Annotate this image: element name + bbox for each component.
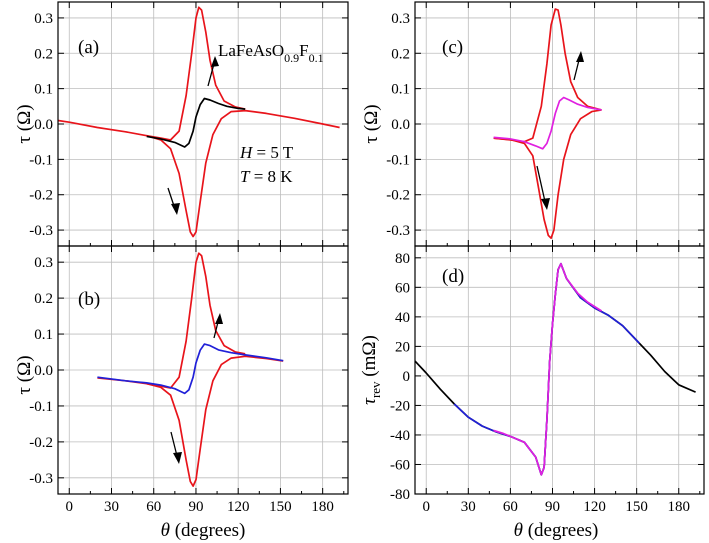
x-tick-label: 60 [503, 499, 518, 515]
series-line-magenta-2 [493, 262, 603, 476]
y-tick-label: 0.0 [391, 117, 410, 133]
y-tick-label: -40 [390, 428, 410, 444]
arrow-up-a [207, 56, 219, 87]
series-line-red-0 [493, 109, 602, 240]
x-tick-label: 180 [667, 499, 690, 515]
y-tick-label: -0.2 [386, 188, 410, 204]
y-tick-label: 60 [395, 280, 410, 296]
panel-label-d: (d) [442, 266, 464, 287]
arrow-up-c [573, 51, 584, 81]
x-axis-label-b: θ (degrees) [161, 520, 246, 541]
y-tick-label: 0.0 [34, 117, 53, 133]
arrow-down-b [170, 431, 182, 464]
x-tick-label: 180 [311, 499, 334, 515]
y-tick-label: 0.2 [34, 291, 53, 307]
panel-d-frame [414, 245, 705, 495]
y-tick-label: -0.3 [29, 223, 53, 239]
y-tick-label: 0.1 [34, 327, 53, 343]
x-tick-label: 90 [188, 499, 203, 515]
y-tick-label: -20 [390, 398, 410, 414]
y-tick-label: 0.1 [391, 82, 410, 98]
x-tick-label: 120 [583, 499, 606, 515]
arrow-down-c [536, 165, 550, 210]
x-tick-label: 150 [625, 499, 648, 515]
y-tick-label: 0 [403, 369, 411, 385]
panel-b: 0 30 60 90 120 150 180 0.3 0.2 0.1 0.0 -0.1 -0.2 -0.3… [14, 245, 349, 541]
y-tick-label: 0.3 [391, 11, 410, 27]
series-line-red-1 [493, 8, 602, 143]
series-line-red-1 [146, 6, 246, 141]
series-line-red-1 [146, 252, 246, 389]
y-tick-label: 0.3 [34, 11, 53, 27]
y-tick-label: 0.2 [34, 46, 53, 62]
y-axis-label-c: τ (Ω) [361, 104, 382, 143]
series-line-red-0 [57, 109, 340, 238]
x-tick-label: 0 [66, 499, 74, 515]
panel-label-c: (c) [442, 37, 463, 58]
y-axis-label-b: τ (Ω) [14, 355, 35, 394]
panel-a: 0.3 0.2 0.1 0.0 -0.1 -0.2 -0.3 (a) τ (Ω) LaFeA… [14, 1, 349, 247]
y-tick-label: -0.1 [29, 399, 53, 415]
series-line-black-2 [146, 97, 246, 148]
x-tick-label: 0 [422, 499, 430, 515]
y-axis-label-a: τ (Ω) [14, 104, 35, 143]
y-tick-label: -0.1 [29, 152, 53, 168]
series-line-magenta-2 [493, 96, 602, 150]
x-tick-label: 150 [269, 499, 292, 515]
series-line-blue-2 [97, 343, 284, 395]
y-tick-label: -0.2 [29, 435, 53, 451]
y-tick-label: 0.1 [34, 82, 53, 98]
series-line-red-0 [97, 355, 284, 487]
panel-label-a: (a) [78, 37, 99, 58]
y-tick-label: -60 [390, 457, 410, 473]
y-tick-label: 20 [395, 339, 410, 355]
panel-c: 0.3 0.2 0.1 0.0 -0.1 -0.2 -0.3 (c) τ (Ω) [361, 1, 705, 247]
y-tick-label: 80 [395, 251, 410, 267]
y-tick-label: 0.3 [34, 255, 53, 271]
x-tick-label: 90 [545, 499, 560, 515]
y-tick-label: -0.2 [29, 188, 53, 204]
arrow-up-b [213, 313, 223, 339]
field-annotation: H = 5 T [239, 143, 294, 162]
x-axis-label-d: θ (degrees) [514, 520, 599, 541]
x-tick-label: 120 [227, 499, 250, 515]
series-line-blue-1 [453, 262, 641, 476]
x-tick-label: 30 [461, 499, 476, 515]
y-tick-label: -0.1 [386, 152, 410, 168]
y-tick-label: 40 [395, 310, 410, 326]
y-tick-label: -80 [390, 487, 410, 503]
y-tick-label: 0.2 [391, 46, 410, 62]
temperature-annotation: T = 8 K [240, 167, 293, 186]
x-tick-label: 30 [104, 499, 119, 515]
y-tick-label: -0.3 [386, 223, 410, 239]
y-tick-label: 0.0 [34, 363, 53, 379]
x-tick-label: 60 [146, 499, 161, 515]
panel-d: 0 30 60 90 120 150 180 80 60 40 20 0 -20 -40 -60 -80 (d… [359, 245, 705, 541]
y-axis-label-d: τrev (mΩ) [359, 335, 383, 405]
arrow-down-a [167, 187, 180, 215]
sample-annotation: LaFeAsO0.9F0.1 [218, 41, 324, 65]
y-tick-label: -0.3 [29, 471, 53, 487]
panel-label-b: (b) [78, 289, 100, 310]
